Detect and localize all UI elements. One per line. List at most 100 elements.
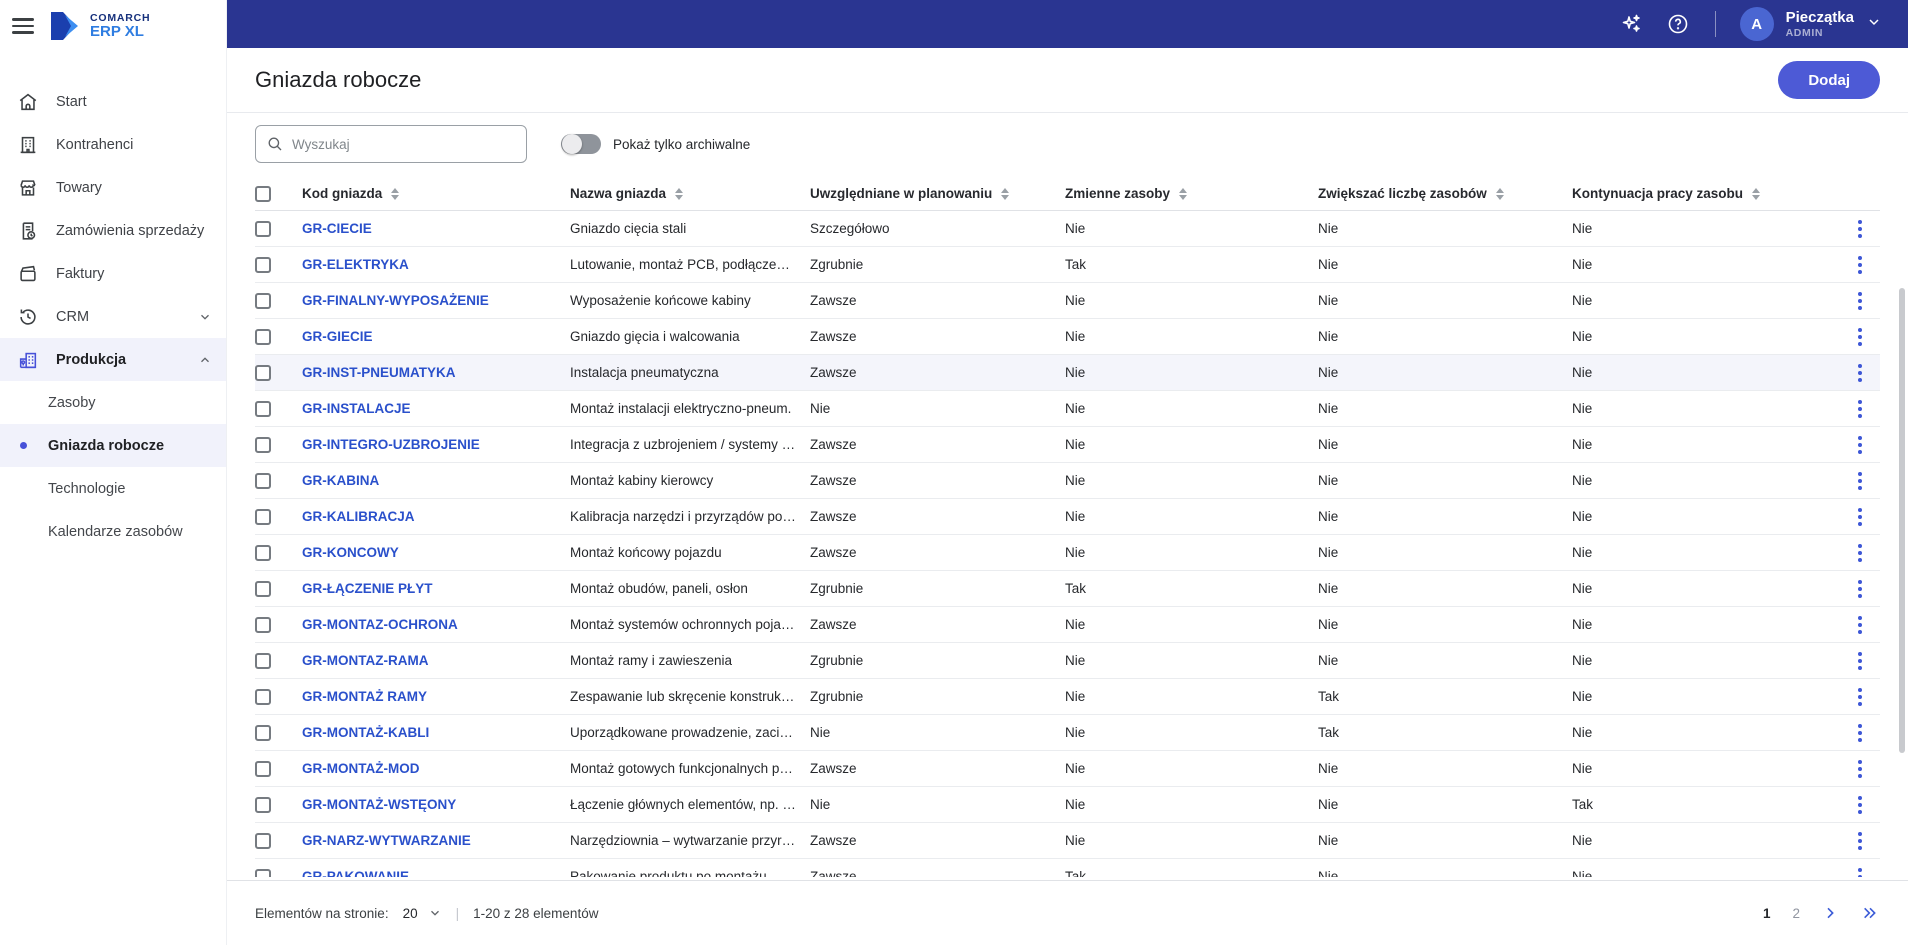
work-center-code-link[interactable]: GR-CIECIE [302, 221, 372, 236]
sidebar-item-kontrahenci[interactable]: Kontrahenci [0, 123, 226, 166]
sidebar-item-towary[interactable]: Towary [0, 166, 226, 209]
row-checkbox[interactable] [255, 868, 271, 877]
work-center-code-link[interactable]: GR-MONTAŻ-WSTĘONY [302, 797, 457, 812]
work-center-code-link[interactable]: GR-INSTALACJE [302, 401, 411, 416]
work-center-code-link[interactable]: GR-INST-PNEUMATYKA [302, 365, 456, 380]
row-actions-kebab-icon[interactable] [1854, 540, 1866, 566]
row-actions-kebab-icon[interactable] [1854, 468, 1866, 494]
sort-icon[interactable] [1495, 187, 1504, 200]
table-row[interactable]: GR-KABINA Montaż kabiny kierowcy Zawsze … [255, 463, 1880, 499]
work-center-code-link[interactable]: GR-PAKOWANIE [302, 869, 409, 877]
work-center-code-link[interactable]: GR-MONTAZ-RAMA [302, 653, 429, 668]
row-checkbox[interactable] [255, 436, 271, 453]
sort-icon[interactable] [675, 187, 684, 200]
table-row[interactable]: GR-NARZ-WYTWARZANIE Narzędziownia – wytw… [255, 823, 1880, 859]
sort-icon[interactable] [391, 187, 400, 200]
row-actions-kebab-icon[interactable] [1854, 864, 1866, 877]
row-actions-kebab-icon[interactable] [1854, 360, 1866, 386]
archive-toggle[interactable] [561, 134, 601, 154]
row-actions-kebab-icon[interactable] [1854, 288, 1866, 314]
work-center-code-link[interactable]: GR-KABINA [302, 473, 380, 488]
row-checkbox[interactable] [255, 796, 271, 813]
table-row[interactable]: GR-MONTAZ-OCHRONA Montaż systemów ochron… [255, 607, 1880, 643]
row-actions-kebab-icon[interactable] [1854, 684, 1866, 710]
row-checkbox[interactable] [255, 652, 271, 669]
row-actions-kebab-icon[interactable] [1854, 612, 1866, 638]
table-row[interactable]: GR-KONCOWY Montaż końcowy pojazdu Zawsze… [255, 535, 1880, 571]
work-center-code-link[interactable]: GR-GIECIE [302, 329, 373, 344]
next-page-icon[interactable] [1822, 905, 1838, 921]
sidebar-item-zamowienia[interactable]: Zamówienia sprzedaży [0, 209, 226, 252]
sidebar-item-faktury[interactable]: Faktury [0, 252, 226, 295]
table-row[interactable]: GR-ELEKTRYKA Lutowanie, montaż PCB, podł… [255, 247, 1880, 283]
table-row[interactable]: GR-INST-PNEUMATYKA Instalacja pneumatycz… [255, 355, 1880, 391]
row-checkbox[interactable] [255, 580, 271, 597]
row-actions-kebab-icon[interactable] [1854, 432, 1866, 458]
row-checkbox[interactable] [255, 616, 271, 633]
row-checkbox[interactable] [255, 508, 271, 525]
work-center-code-link[interactable]: GR-ŁĄCZENIE PŁYT [302, 581, 433, 596]
row-checkbox[interactable] [255, 724, 271, 741]
hamburger-menu-icon[interactable] [12, 18, 34, 34]
last-page-icon[interactable] [1860, 905, 1880, 921]
help-icon[interactable] [1665, 11, 1691, 37]
row-actions-kebab-icon[interactable] [1854, 648, 1866, 674]
sidebar-item-kalendarze-zasobow[interactable]: Kalendarze zasobów [0, 510, 226, 553]
work-center-code-link[interactable]: GR-MONTAŻ-MOD [302, 761, 420, 776]
table-row[interactable]: GR-MONTAZ-RAMA Montaż ramy i zawieszenia… [255, 643, 1880, 679]
row-checkbox[interactable] [255, 400, 271, 417]
work-center-code-link[interactable]: GR-NARZ-WYTWARZANIE [302, 833, 471, 848]
sort-icon[interactable] [1001, 187, 1010, 200]
work-center-code-link[interactable]: GR-MONTAŻ-KABLI [302, 725, 430, 740]
sparkles-icon[interactable] [1619, 11, 1645, 37]
row-actions-kebab-icon[interactable] [1854, 756, 1866, 782]
search-input[interactable] [292, 136, 516, 152]
table-row[interactable]: GR-MONTAŻ-KABLI Uporządkowane prowadzeni… [255, 715, 1880, 751]
sidebar-item-start[interactable]: Start [0, 80, 226, 123]
archive-toggle-wrap[interactable]: Pokaż tylko archiwalne [561, 134, 750, 154]
row-actions-kebab-icon[interactable] [1854, 396, 1866, 422]
select-all-checkbox[interactable] [255, 185, 271, 202]
sidebar-item-gniazda-robocze[interactable]: Gniazda robocze [0, 424, 226, 467]
row-checkbox[interactable] [255, 364, 271, 381]
work-center-code-link[interactable]: GR-MONTAŻ RAMY [302, 689, 427, 704]
row-actions-kebab-icon[interactable] [1854, 828, 1866, 854]
page-number-2[interactable]: 2 [1792, 905, 1800, 921]
table-row[interactable]: GR-INSTALACJE Montaż instalacji elektryc… [255, 391, 1880, 427]
vertical-scrollbar[interactable] [1899, 288, 1905, 753]
sort-icon[interactable] [1179, 187, 1188, 200]
table-row[interactable]: GR-GIECIE Gniazdo gięcia i walcowania Za… [255, 319, 1880, 355]
user-menu[interactable]: A Pieczątka ADMIN [1739, 7, 1882, 41]
row-checkbox[interactable] [255, 472, 271, 489]
add-button[interactable]: Dodaj [1778, 61, 1880, 99]
work-center-code-link[interactable]: GR-FINALNY-WYPOSAŻENIE [302, 293, 489, 308]
sort-icon[interactable] [1752, 187, 1761, 200]
row-checkbox[interactable] [255, 760, 271, 777]
table-row[interactable]: GR-MONTAŻ RAMY Zespawanie lub skręcenie … [255, 679, 1880, 715]
sidebar-item-technologie[interactable]: Technologie [0, 467, 226, 510]
page-number-1[interactable]: 1 [1762, 905, 1771, 921]
row-checkbox[interactable] [255, 688, 271, 705]
work-center-code-link[interactable]: GR-ELEKTRYKA [302, 257, 409, 272]
work-center-code-link[interactable]: GR-KONCOWY [302, 545, 399, 560]
row-checkbox[interactable] [255, 832, 271, 849]
sidebar-item-crm[interactable]: CRM [0, 295, 226, 338]
work-center-code-link[interactable]: GR-MONTAZ-OCHRONA [302, 617, 458, 632]
work-center-code-link[interactable]: GR-KALIBRACJA [302, 509, 415, 524]
page-size-select[interactable]: 20 [403, 906, 442, 921]
row-checkbox[interactable] [255, 328, 271, 345]
row-actions-kebab-icon[interactable] [1854, 324, 1866, 350]
table-row[interactable]: GR-MONTAŻ-WSTĘONY Łączenie głównych elem… [255, 787, 1880, 823]
row-checkbox[interactable] [255, 292, 271, 309]
table-row[interactable]: GR-KALIBRACJA Kalibracja narzędzi i przy… [255, 499, 1880, 535]
row-actions-kebab-icon[interactable] [1854, 216, 1866, 242]
table-row[interactable]: GR-FINALNY-WYPOSAŻENIE Wyposażenie końco… [255, 283, 1880, 319]
row-checkbox[interactable] [255, 544, 271, 561]
table-row[interactable]: GR-ŁĄCZENIE PŁYT Montaż obudów, paneli, … [255, 571, 1880, 607]
sidebar-item-produkcja[interactable]: Produkcja [0, 338, 226, 381]
sidebar-item-zasoby[interactable]: Zasoby [0, 381, 226, 424]
work-center-code-link[interactable]: GR-INTEGRO-UZBROJENIE [302, 437, 480, 452]
table-row[interactable]: GR-PAKOWANIE Pakowanie produktu po monta… [255, 859, 1880, 877]
row-actions-kebab-icon[interactable] [1854, 504, 1866, 530]
table-row[interactable]: GR-MONTAŻ-MOD Montaż gotowych funkcjonal… [255, 751, 1880, 787]
